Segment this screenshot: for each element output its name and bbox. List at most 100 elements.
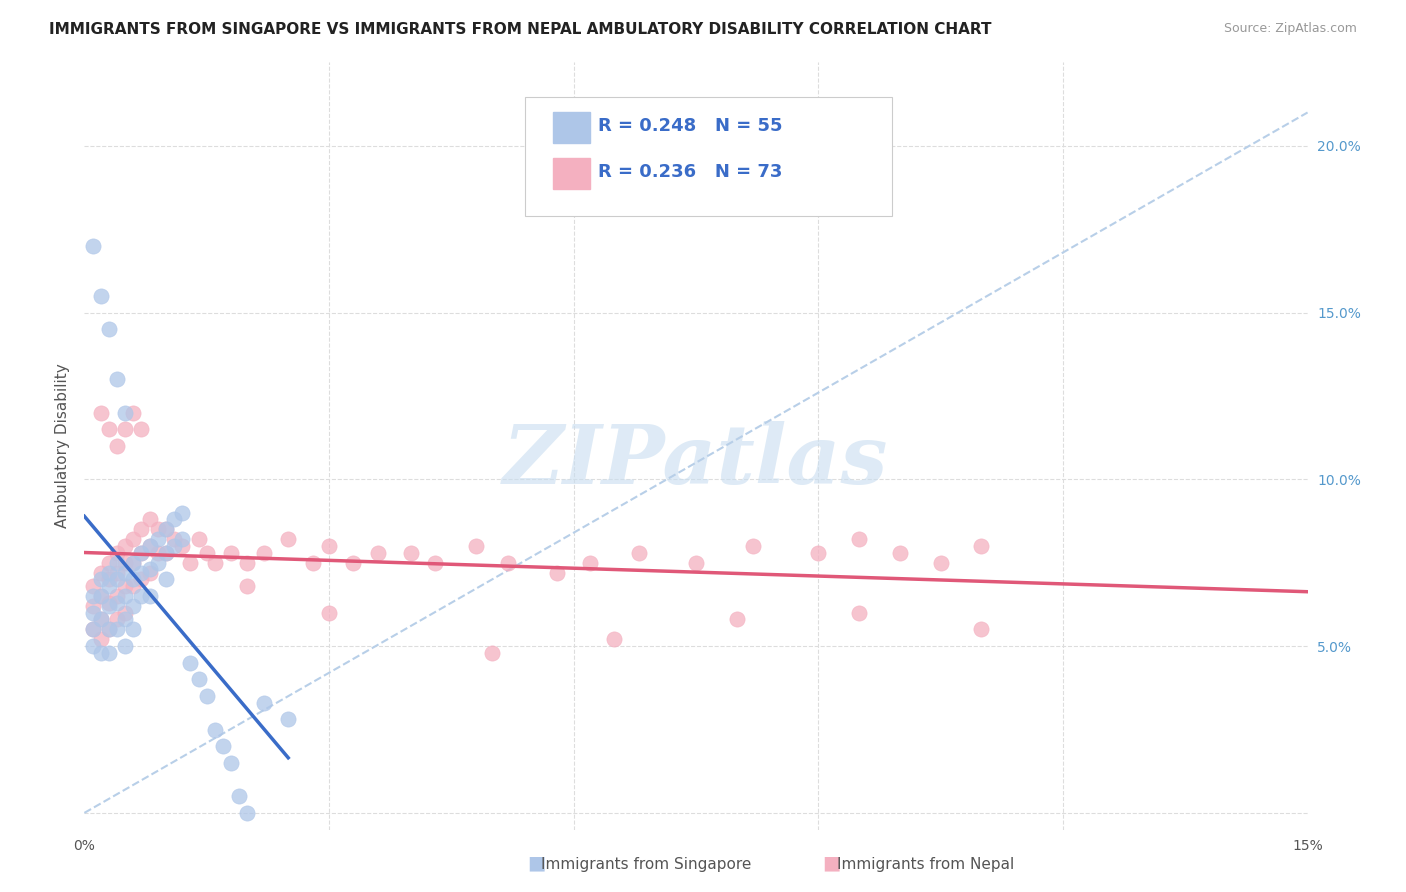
- Point: [423, 556, 446, 570]
- Point: [90, 566, 112, 580]
- Point: [122, 623, 145, 637]
- Point: [464, 539, 486, 553]
- Bar: [553, 112, 589, 143]
- Point: [97, 646, 120, 660]
- Point: [138, 512, 160, 526]
- Point: [131, 546, 153, 560]
- Text: ■: ■: [823, 854, 841, 872]
- Point: [236, 805, 259, 820]
- FancyBboxPatch shape: [524, 97, 891, 216]
- Point: [253, 546, 276, 560]
- Point: [82, 239, 104, 253]
- Point: [114, 422, 136, 436]
- Point: [253, 696, 276, 710]
- Point: [97, 566, 120, 580]
- Point: [228, 789, 250, 804]
- Point: [105, 612, 128, 626]
- Point: [105, 372, 128, 386]
- Point: [970, 539, 993, 553]
- Point: [138, 562, 160, 576]
- Point: [122, 579, 145, 593]
- Point: [122, 573, 145, 587]
- Text: Immigrants from Nepal: Immigrants from Nepal: [837, 857, 1014, 872]
- Point: [155, 546, 177, 560]
- Point: [179, 556, 201, 570]
- Point: [155, 522, 177, 536]
- Text: R = 0.236   N = 73: R = 0.236 N = 73: [598, 163, 783, 181]
- Point: [114, 406, 136, 420]
- Point: [82, 639, 104, 653]
- Point: [367, 546, 389, 560]
- Point: [97, 573, 120, 587]
- Point: [155, 522, 177, 536]
- Point: [122, 556, 145, 570]
- Point: [807, 546, 830, 560]
- Point: [97, 599, 120, 613]
- Point: [146, 556, 169, 570]
- Point: [114, 539, 136, 553]
- Bar: [553, 159, 589, 189]
- Text: IMMIGRANTS FROM SINGAPORE VS IMMIGRANTS FROM NEPAL AMBULATORY DISABILITY CORRELA: IMMIGRANTS FROM SINGAPORE VS IMMIGRANTS …: [49, 22, 991, 37]
- Point: [90, 589, 112, 603]
- Point: [105, 596, 128, 610]
- Point: [90, 589, 112, 603]
- Point: [122, 599, 145, 613]
- Point: [204, 556, 226, 570]
- Point: [97, 623, 120, 637]
- Point: [342, 556, 364, 570]
- Point: [742, 539, 765, 553]
- Point: [114, 556, 136, 570]
- Point: [212, 739, 235, 754]
- Point: [82, 589, 104, 603]
- Point: [82, 623, 104, 637]
- Point: [122, 533, 145, 547]
- Point: [82, 623, 104, 637]
- Point: [131, 589, 153, 603]
- Point: [318, 539, 340, 553]
- Point: [277, 713, 299, 727]
- Point: [131, 566, 153, 580]
- Point: [97, 579, 120, 593]
- Point: [114, 589, 136, 603]
- Point: [90, 612, 112, 626]
- Point: [90, 632, 112, 647]
- Point: [122, 406, 145, 420]
- Point: [90, 646, 112, 660]
- Point: [219, 546, 242, 560]
- Point: [236, 556, 259, 570]
- Point: [138, 589, 160, 603]
- Point: [236, 579, 259, 593]
- Point: [97, 556, 120, 570]
- Point: [90, 406, 112, 420]
- Point: [318, 606, 340, 620]
- Point: [481, 646, 503, 660]
- Point: [131, 522, 153, 536]
- Text: R = 0.248   N = 55: R = 0.248 N = 55: [598, 117, 783, 135]
- Point: [929, 556, 952, 570]
- Point: [627, 546, 650, 560]
- Point: [114, 639, 136, 653]
- Point: [131, 422, 153, 436]
- Text: ■: ■: [527, 854, 546, 872]
- Point: [204, 723, 226, 737]
- Point: [82, 579, 104, 593]
- Point: [848, 533, 870, 547]
- Point: [105, 439, 128, 453]
- Point: [90, 573, 112, 587]
- Point: [105, 573, 128, 587]
- Point: [301, 556, 323, 570]
- Text: Source: ZipAtlas.com: Source: ZipAtlas.com: [1223, 22, 1357, 36]
- Point: [82, 599, 104, 613]
- Point: [172, 539, 194, 553]
- Point: [146, 522, 169, 536]
- Y-axis label: Ambulatory Disability: Ambulatory Disability: [55, 364, 70, 528]
- Point: [90, 612, 112, 626]
- Point: [105, 566, 128, 580]
- Point: [685, 556, 707, 570]
- Point: [138, 566, 160, 580]
- Point: [725, 612, 748, 626]
- Point: [105, 623, 128, 637]
- Point: [195, 689, 218, 703]
- Point: [155, 546, 177, 560]
- Point: [97, 422, 120, 436]
